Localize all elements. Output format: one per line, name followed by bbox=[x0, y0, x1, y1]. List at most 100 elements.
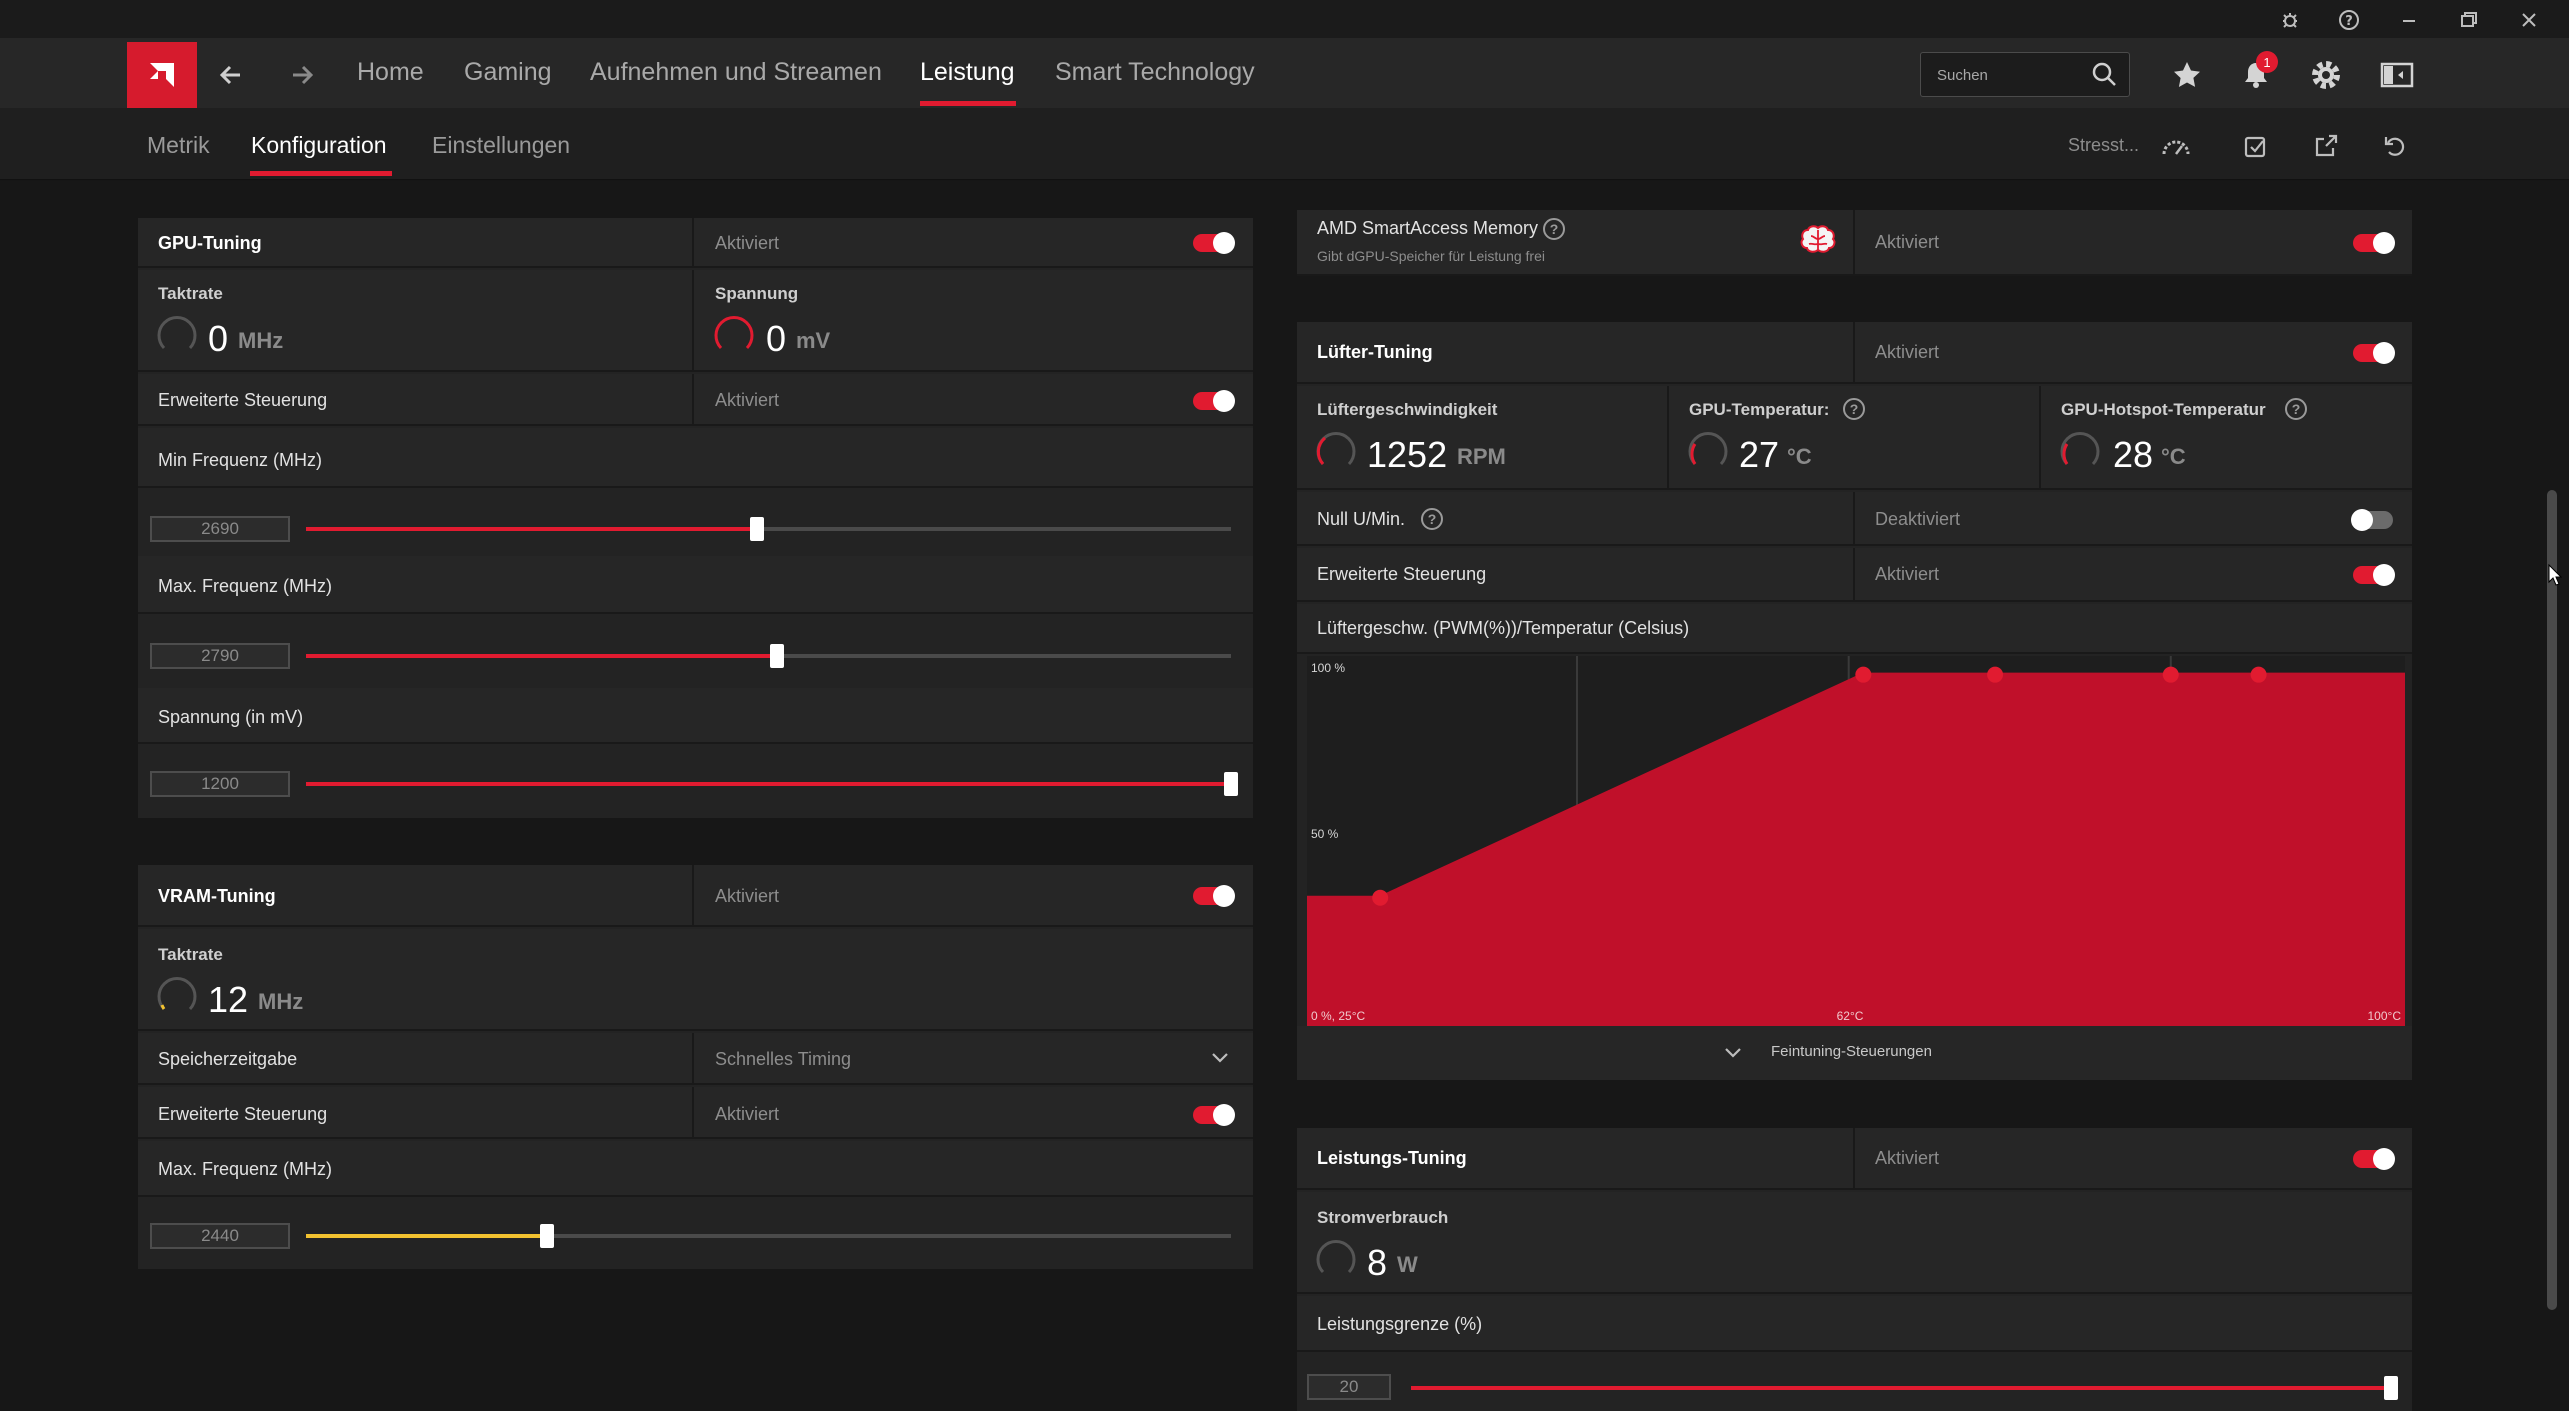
brain-icon bbox=[1799, 224, 1837, 258]
vram-advanced-toggle[interactable] bbox=[1193, 1104, 1235, 1126]
zero-rpm-toggle[interactable] bbox=[2351, 509, 2393, 531]
sam-toggle[interactable] bbox=[2353, 232, 2395, 254]
gpu-temp-label: GPU-Temperatur: bbox=[1689, 400, 1830, 419]
fine-tuning-label[interactable]: Feintuning-Steuerungen bbox=[1771, 1043, 1932, 1060]
chevron-down-icon[interactable] bbox=[1208, 1045, 1232, 1069]
tab-settings[interactable]: Einstellungen bbox=[432, 132, 571, 158]
sam-help-icon[interactable]: ? bbox=[1543, 218, 1565, 240]
power-consumption-value: 8 bbox=[1367, 1242, 1388, 1283]
power-gauge bbox=[1316, 1240, 1356, 1274]
vram-max-freq-value[interactable]: 2440 bbox=[150, 1223, 290, 1249]
title-bar bbox=[0, 0, 2569, 38]
close-icon[interactable] bbox=[2502, 4, 2556, 36]
fan-tuning-panel: Lüfter-Tuning Aktiviert Lüftergeschwindi… bbox=[1297, 322, 2412, 1080]
vram-max-freq-slider-thumb[interactable] bbox=[539, 1224, 554, 1248]
fan-curve-chart[interactable]: 100 % 50 % 0 %, 25°C 62°C 100°C bbox=[1307, 656, 2405, 1026]
fan-advanced-label: Erweiterte Steuerung bbox=[1317, 564, 1487, 584]
nav-record-stream[interactable]: Aufnehmen und Streamen bbox=[590, 58, 882, 86]
tab-metrics[interactable]: Metrik bbox=[147, 132, 210, 158]
restore-icon[interactable] bbox=[2442, 4, 2496, 36]
vram-max-freq-slider-track[interactable] bbox=[306, 1234, 1231, 1238]
gpu-advanced-toggle[interactable] bbox=[1193, 390, 1235, 412]
min-freq-value[interactable]: 2690 bbox=[150, 516, 290, 542]
max-freq-label: Max. Frequenz (MHz) bbox=[158, 576, 333, 596]
gpu-tuning-toggle[interactable] bbox=[1193, 232, 1235, 254]
sidebar-toggle-icon[interactable] bbox=[2372, 52, 2422, 98]
export-profile-icon[interactable] bbox=[2305, 126, 2347, 166]
zero-rpm-help-icon[interactable]: ? bbox=[1421, 508, 1443, 530]
fan-speed-value: 1252 bbox=[1367, 434, 1448, 475]
nav-smart-technology[interactable]: Smart Technology bbox=[1055, 58, 1255, 86]
voltage-slider-value[interactable]: 1200 bbox=[150, 771, 290, 797]
fan-curve-point-1[interactable] bbox=[1372, 889, 1389, 906]
tab-configuration[interactable]: Konfiguration bbox=[251, 132, 387, 158]
gpu-tuning-panel: GPU-Tuning Aktiviert Taktrate 0 MHz Span… bbox=[138, 218, 1253, 818]
fan-curve-point-4[interactable] bbox=[2162, 666, 2179, 683]
power-limit-slider-thumb[interactable] bbox=[2384, 1376, 2398, 1400]
vram-tuning-toggle[interactable] bbox=[1193, 885, 1235, 907]
favorites-star-icon[interactable] bbox=[2162, 52, 2212, 98]
search-icon[interactable] bbox=[2089, 59, 2119, 89]
vram-clock-unit: MHz bbox=[258, 989, 304, 1014]
memory-timing-select[interactable]: Schnelles Timing bbox=[715, 1049, 852, 1069]
fan-speed-unit: RPM bbox=[1457, 444, 1506, 469]
gpu-temp-help-icon[interactable]: ? bbox=[1843, 398, 1865, 420]
hotspot-temp-label: GPU-Hotspot-Temperatur bbox=[2061, 400, 2266, 419]
fan-curve-point-2[interactable] bbox=[1855, 666, 1872, 683]
fan-curve-point-3[interactable] bbox=[1987, 666, 2004, 683]
max-freq-slider-thumb[interactable] bbox=[769, 644, 784, 668]
forward-arrow-icon[interactable] bbox=[277, 50, 327, 100]
vram-clock-label: Taktrate bbox=[158, 945, 223, 964]
reset-icon[interactable] bbox=[2374, 126, 2416, 166]
nav-performance[interactable]: Leistung bbox=[920, 58, 1015, 86]
fan-advanced-toggle[interactable] bbox=[2353, 564, 2395, 586]
vram-advanced-status: Aktiviert bbox=[715, 1104, 780, 1124]
origin-tick: 0 %, 25°C bbox=[1311, 1009, 1365, 1023]
column-divider bbox=[692, 1087, 694, 1139]
voltage-slider-thumb[interactable] bbox=[1224, 772, 1238, 796]
column-divider bbox=[1853, 492, 1855, 546]
power-tuning-toggle[interactable] bbox=[2353, 1148, 2395, 1170]
vertical-scrollbar[interactable] bbox=[2547, 490, 2557, 1310]
minimize-icon[interactable] bbox=[2382, 4, 2436, 36]
vram-clock-value: 12 bbox=[208, 979, 249, 1020]
sub-navigation bbox=[0, 108, 2569, 180]
search-box[interactable] bbox=[1920, 52, 2130, 97]
fan-curve-point-5[interactable] bbox=[2250, 666, 2267, 683]
fan-curve-points[interactable] bbox=[1372, 666, 2267, 906]
column-divider bbox=[1853, 210, 1855, 276]
voltage-slider-label: Spannung (in mV) bbox=[158, 707, 304, 727]
amd-logo[interactable] bbox=[127, 42, 197, 108]
voltage-label-row bbox=[138, 688, 1253, 744]
chevron-down-icon[interactable] bbox=[1721, 1040, 1745, 1064]
nav-gaming[interactable]: Gaming bbox=[464, 58, 552, 86]
column-divider bbox=[2039, 386, 2041, 490]
min-freq-slider-thumb[interactable] bbox=[750, 517, 765, 541]
vram-max-freq-label-row bbox=[138, 1141, 1253, 1197]
hotspot-help-icon[interactable]: ? bbox=[2285, 398, 2307, 420]
speedometer-icon[interactable] bbox=[2155, 126, 2197, 166]
y-tick-50: 50 % bbox=[1311, 827, 1339, 841]
help-icon[interactable]: ? bbox=[2322, 4, 2376, 36]
stress-test-button[interactable]: Stresst... bbox=[2068, 135, 2140, 155]
import-profile-icon[interactable] bbox=[2235, 126, 2277, 166]
back-arrow-icon[interactable] bbox=[206, 50, 256, 100]
fan-tuning-toggle[interactable] bbox=[2353, 342, 2395, 364]
x-tick-62: 62°C bbox=[1837, 1009, 1864, 1023]
settings-gear-icon[interactable] bbox=[2301, 52, 2351, 98]
gpu-advanced-status: Aktiviert bbox=[715, 390, 780, 410]
bug-report-icon[interactable] bbox=[2263, 4, 2317, 36]
min-freq-slider-track[interactable] bbox=[306, 527, 1231, 531]
max-freq-value[interactable]: 2790 bbox=[150, 643, 290, 669]
zero-rpm-status: Deaktiviert bbox=[1875, 509, 1961, 529]
search-input[interactable] bbox=[1937, 63, 2087, 87]
fine-tuning-row[interactable] bbox=[1297, 1026, 2412, 1080]
nav-home[interactable]: Home bbox=[357, 58, 424, 86]
power-limit-value[interactable]: 20 bbox=[1307, 1374, 1391, 1400]
min-freq-label: Min Frequenz (MHz) bbox=[158, 450, 323, 470]
zero-rpm-label: Null U/Min. bbox=[1317, 509, 1406, 529]
power-consumption-unit: W bbox=[1397, 1252, 1418, 1277]
mouse-cursor-icon bbox=[2548, 563, 2563, 586]
max-freq-slider-fill bbox=[306, 654, 777, 658]
power-consumption-label: Stromverbrauch bbox=[1317, 1208, 1449, 1227]
